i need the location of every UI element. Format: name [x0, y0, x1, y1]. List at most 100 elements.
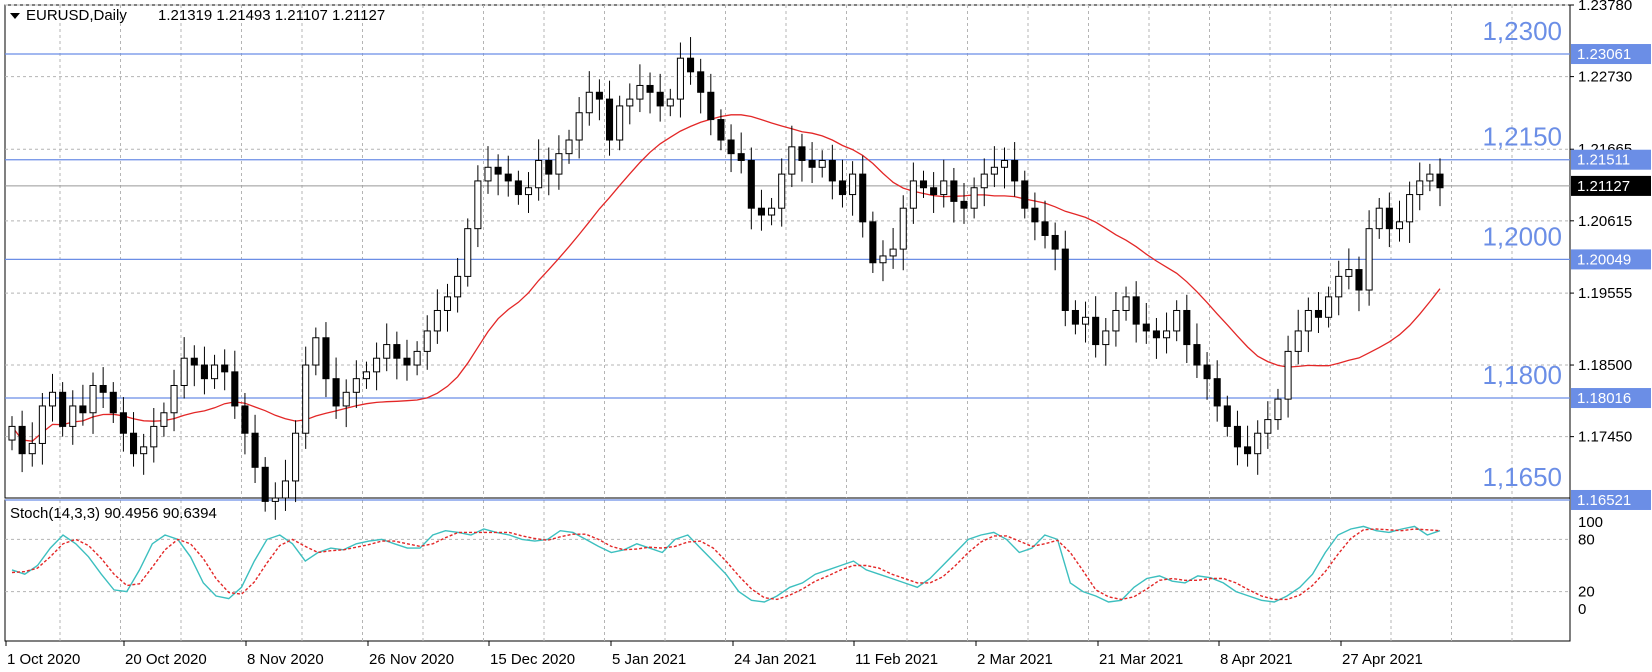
- candle-body: [79, 405, 87, 414]
- candle-body: [312, 337, 320, 366]
- candle-body: [443, 296, 452, 311]
- stoch-signal-line: [11, 528, 1441, 601]
- candle-body: [119, 412, 127, 434]
- candle-body: [940, 180, 948, 196]
- price-tick-label: 1.22730: [1578, 69, 1632, 86]
- date-label: 5 Jan 2021: [612, 651, 686, 668]
- candle-body: [737, 153, 745, 161]
- date-label: 8 Nov 2020: [247, 651, 324, 668]
- candle-body: [89, 384, 97, 414]
- candle-body: [524, 187, 533, 196]
- candle-body: [808, 159, 816, 168]
- candle-body: [342, 391, 350, 407]
- horizontal-levels: 1,2300 1,2150 1,2000 1,1800 1,1650: [5, 16, 1570, 501]
- candle-body: [697, 71, 705, 93]
- price-tick-label: 1.17450: [1578, 429, 1632, 446]
- level-label: 1,2000: [1482, 221, 1562, 251]
- candle-body: [849, 173, 857, 196]
- date-label: 1 Oct 2020: [7, 651, 80, 668]
- candle-body: [889, 248, 897, 257]
- candle-body: [1345, 269, 1353, 277]
- candle-body: [828, 159, 836, 182]
- candle-body: [1173, 309, 1181, 332]
- candle-body: [1406, 194, 1414, 223]
- date-label: 2 Mar 2021: [977, 651, 1053, 668]
- moving-average: [11, 114, 1441, 442]
- candle-body: [535, 159, 543, 189]
- candle-body: [1244, 446, 1252, 455]
- price-tick-label: 1.23780: [1578, 0, 1632, 14]
- candle-body: [595, 91, 603, 100]
- candle-body: [373, 357, 381, 373]
- stoch-label: Stoch(14,3,3) 90.4956 90.6394: [10, 505, 217, 522]
- level-price-tag-text: 1.18016: [1577, 390, 1631, 407]
- candle-body: [1061, 248, 1069, 311]
- candle-body: [646, 84, 654, 93]
- date-axis: 1 Oct 2020 20 Oct 2020 8 Nov 2020 26 Nov 20…: [5, 641, 1423, 668]
- candle-body: [99, 384, 107, 393]
- date-label: 26 Nov 2020: [369, 651, 454, 668]
- candle-body: [1112, 309, 1120, 332]
- candle-body: [514, 180, 522, 196]
- candle-body: [616, 105, 624, 141]
- candle-body: [8, 425, 16, 441]
- candle-body: [1152, 330, 1160, 339]
- candle-body: [788, 146, 796, 175]
- candle-body: [1041, 221, 1049, 236]
- candle-body: [1183, 309, 1191, 346]
- candle-body: [484, 166, 492, 182]
- candle-body: [150, 425, 158, 448]
- level-price-tag: [1571, 489, 1651, 510]
- date-label: 27 Apr 2021: [1342, 651, 1423, 668]
- candle-body: [403, 357, 411, 366]
- candle-body: [656, 91, 664, 107]
- date-label: 11 Feb 2021: [855, 651, 938, 668]
- candle-body: [1142, 323, 1150, 332]
- level-label: 1,2300: [1482, 16, 1562, 46]
- candle-body: [292, 432, 300, 482]
- date-label: 24 Jan 2021: [734, 651, 817, 668]
- candle-body: [676, 57, 684, 100]
- candle-body: [919, 180, 928, 189]
- candle-body: [666, 98, 674, 107]
- candle-body: [899, 207, 907, 250]
- candle-body: [474, 180, 482, 230]
- candle-body: [504, 173, 512, 182]
- candle-body: [930, 187, 938, 196]
- candle-body: [464, 228, 472, 277]
- price-tick-label: 1.20615: [1578, 213, 1632, 230]
- level-price-tag: [1571, 388, 1651, 409]
- stoch-main-line: [11, 525, 1441, 603]
- candle-body: [1294, 330, 1302, 352]
- candle-body: [1193, 344, 1201, 366]
- candle-body: [129, 432, 138, 455]
- candle-body: [1102, 330, 1110, 346]
- candle-body: [1071, 309, 1079, 325]
- stoch-plot-frame: [4, 499, 1571, 642]
- candle-body: [1223, 405, 1231, 427]
- candle-body: [1081, 316, 1090, 325]
- grid: [5, 4, 1570, 641]
- candle-body: [1213, 378, 1221, 407]
- candle-body: [1092, 316, 1100, 346]
- level-price-tag-text: 1.23061: [1577, 46, 1631, 63]
- level-price-tag-text: 1.21511: [1577, 152, 1630, 169]
- candle-body: [251, 432, 259, 468]
- ohlc-label: 1.21319 1.21493 1.21107 1.21127: [158, 7, 385, 24]
- candle-body: [433, 309, 441, 332]
- candle-body: [1021, 180, 1029, 209]
- candle-body: [798, 146, 806, 161]
- candle-body: [1426, 173, 1434, 182]
- candle-body: [1385, 207, 1393, 230]
- stoch-tick-label: 100: [1578, 514, 1603, 531]
- candle-body: [160, 412, 168, 427]
- candle-body: [1163, 330, 1171, 339]
- candle-body: [231, 371, 239, 407]
- price-axis: 1.237801.227301.216651.206151.195551.185…: [1570, 0, 1632, 618]
- candle-body: [352, 378, 360, 393]
- candle-body: [1000, 159, 1009, 168]
- level-price-tag-text: 1.16521: [1577, 492, 1631, 509]
- candle-body: [980, 173, 988, 189]
- dropdown-triangle-icon[interactable]: [10, 13, 20, 19]
- level-label: 1,1800: [1482, 360, 1562, 390]
